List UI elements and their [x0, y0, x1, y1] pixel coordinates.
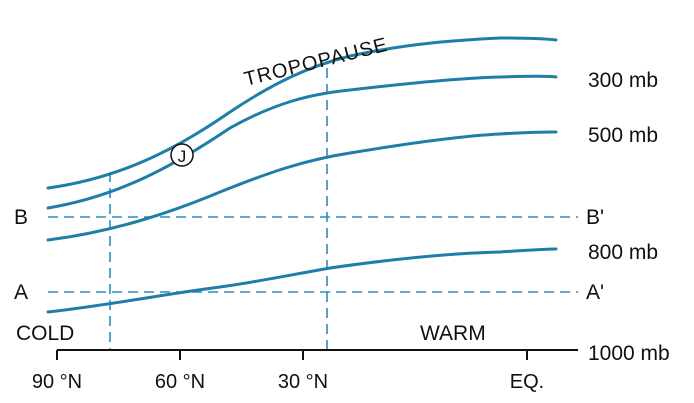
x-tick-label-eq: EQ.	[510, 371, 544, 393]
x-tick-label-30n: 30 °N	[278, 371, 328, 393]
jet-label: J	[178, 147, 187, 166]
label-a: A	[14, 281, 28, 304]
x-tick-label-90n: 90 °N	[32, 371, 82, 393]
curve-300mb	[46, 74, 558, 210]
tropopause-curve	[46, 36, 558, 190]
warm-label: WARM	[420, 322, 486, 345]
label-b: B	[14, 206, 28, 229]
pressure-label-300mb: 300 mb	[588, 69, 658, 92]
x-tick-label-60n: 60 °N	[155, 371, 205, 393]
tropopause-label: TROPOPAUSE	[242, 34, 390, 91]
curve-800mb	[46, 247, 558, 314]
pressure-label-1000mb: 1000 mb	[588, 342, 670, 365]
pressure-label-800mb: 800 mb	[588, 241, 658, 264]
curve-500mb	[46, 130, 558, 242]
pressure-label-500mb: 500 mb	[588, 124, 658, 147]
cold-label: COLD	[16, 322, 74, 345]
label-b-prime: B'	[586, 206, 604, 229]
label-a-prime: A'	[586, 281, 604, 304]
jet-circle	[170, 143, 194, 167]
jet-stream-marker: J	[170, 143, 194, 167]
